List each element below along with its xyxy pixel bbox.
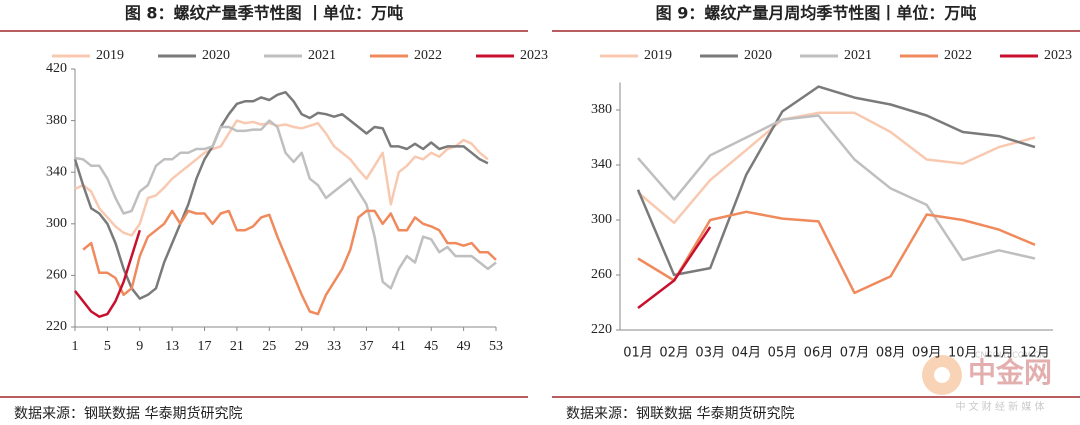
y-tick-label: 220 — [46, 319, 67, 334]
legend-label: 2022 — [414, 48, 442, 63]
x-tick-label: 05月 — [768, 346, 798, 361]
series-line — [636, 85, 1036, 277]
chart-title: 图 8：螺纹产量季节性图 丨单位：万吨 — [125, 4, 403, 23]
x-tick-label: 11月 — [984, 346, 1014, 361]
x-tick-label: 13 — [165, 339, 179, 354]
legend-label: 2019 — [644, 48, 672, 63]
y-tick-label: 300 — [591, 212, 612, 227]
x-tick-label: 5 — [104, 339, 111, 354]
y-tick-label: 220 — [591, 322, 612, 337]
legend-label: 2022 — [944, 48, 972, 63]
watermark-url: CNGOLD.COM.CN — [975, 351, 1045, 360]
series-line — [637, 226, 712, 309]
legend-label: 2020 — [744, 48, 772, 63]
x-tick-label: 37 — [359, 339, 373, 354]
x-tick-label: 07月 — [840, 346, 870, 361]
source-note: 数据来源：钢联数据 华泰期货研究院 — [566, 405, 794, 422]
x-tick-label: 04月 — [732, 346, 762, 361]
watermark-logo-inner — [934, 367, 950, 383]
legend-label: 2023 — [520, 48, 548, 63]
x-tick-label: 01月 — [623, 346, 653, 361]
x-tick-label: 29 — [295, 339, 309, 354]
x-tick-label: 02月 — [659, 346, 689, 361]
x-tick-label: 49 — [457, 339, 471, 354]
series-line — [73, 90, 489, 300]
x-tick-label: 53 — [489, 339, 503, 354]
watermark: 中金网 CNGOLD.COM.CN 中 文 财 经 新 媒 体 — [922, 351, 1052, 413]
x-tick-label: 10月 — [948, 346, 978, 361]
series-line — [74, 229, 141, 318]
legend-label: 2019 — [96, 48, 124, 63]
watermark-logo — [922, 355, 962, 395]
x-tick-label: 33 — [327, 339, 341, 354]
legend-label: 2021 — [844, 48, 872, 63]
x-tick-label: 9 — [136, 339, 143, 354]
y-tick-label: 260 — [591, 267, 612, 282]
source-note: 数据来源：钢联数据 华泰期货研究院 — [14, 405, 242, 422]
series-line — [74, 119, 489, 237]
x-tick-label: 21 — [230, 339, 244, 354]
series-line — [637, 114, 1036, 262]
legend-label: 2023 — [1044, 48, 1072, 63]
y-tick-label: 340 — [46, 164, 67, 179]
legend-label: 2020 — [202, 48, 230, 63]
series-line — [637, 111, 1036, 225]
series-line — [82, 209, 497, 316]
x-tick-label: 17 — [198, 339, 212, 354]
x-tick-label: 25 — [262, 339, 276, 354]
y-tick-label: 380 — [46, 113, 67, 128]
y-tick-label: 340 — [591, 157, 612, 172]
series-line — [74, 119, 497, 290]
y-tick-label: 260 — [46, 268, 67, 283]
y-tick-label: 300 — [46, 216, 67, 231]
x-tick-label: 03月 — [695, 346, 725, 361]
x-tick-label: 41 — [392, 339, 406, 354]
x-tick-label: 08月 — [876, 346, 906, 361]
x-tick-label: 12月 — [1020, 346, 1050, 361]
y-tick-label: 420 — [46, 61, 67, 76]
x-tick-label: 45 — [424, 339, 438, 354]
y-tick-label: 380 — [591, 102, 612, 117]
series-line — [637, 210, 1036, 295]
chart-title: 图 9：螺纹产量月周均季节性图丨单位：万吨 — [656, 4, 977, 23]
watermark-tagline: 中 文 财 经 新 媒 体 — [955, 400, 1044, 413]
x-tick-label: 1 — [72, 339, 79, 354]
watermark-name: 中金网 — [968, 356, 1052, 389]
legend-label: 2021 — [308, 48, 336, 63]
x-tick-label: 09月 — [912, 346, 942, 361]
x-tick-label: 06月 — [804, 346, 834, 361]
